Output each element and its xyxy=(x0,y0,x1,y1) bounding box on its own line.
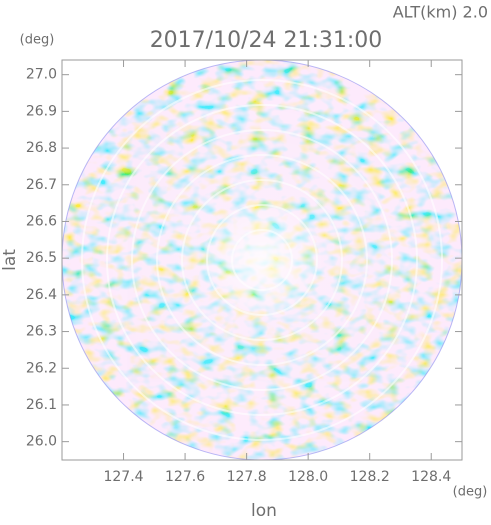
y-tick-label: 26.5 xyxy=(26,250,57,266)
y-tick-label: 26.3 xyxy=(26,324,57,340)
y-axis-label: lat xyxy=(0,249,20,271)
x-tick-label: 128.4 xyxy=(411,469,451,485)
x-unit: (deg) xyxy=(453,485,488,500)
y-tick-label: 26.6 xyxy=(26,213,57,229)
x-tick-label: 128.2 xyxy=(350,469,390,485)
y-tick-label: 26.1 xyxy=(26,397,57,413)
y-tick-label: 27.0 xyxy=(26,67,57,83)
y-tick-label: 26.8 xyxy=(26,140,57,156)
x-tick-label: 128.0 xyxy=(288,469,328,485)
radar-field xyxy=(62,60,462,460)
chart-title: 2017/10/24 21:31:00 xyxy=(150,28,383,53)
y-tick-label: 26.0 xyxy=(26,434,57,450)
y-tick-label: 26.9 xyxy=(26,103,57,119)
x-tick-label: 127.8 xyxy=(227,469,267,485)
x-tick-label: 127.4 xyxy=(103,469,143,485)
y-tick-label: 26.2 xyxy=(26,360,57,376)
plot-frame xyxy=(61,59,463,461)
y-tick-label: 26.7 xyxy=(26,177,57,193)
y-unit: (deg) xyxy=(20,33,55,48)
x-tick-label: 127.6 xyxy=(165,469,205,485)
subtitle: ALT(km) 2.0 xyxy=(393,3,488,22)
x-axis-label: lon xyxy=(251,501,277,521)
y-tick-label: 26.4 xyxy=(26,287,57,303)
